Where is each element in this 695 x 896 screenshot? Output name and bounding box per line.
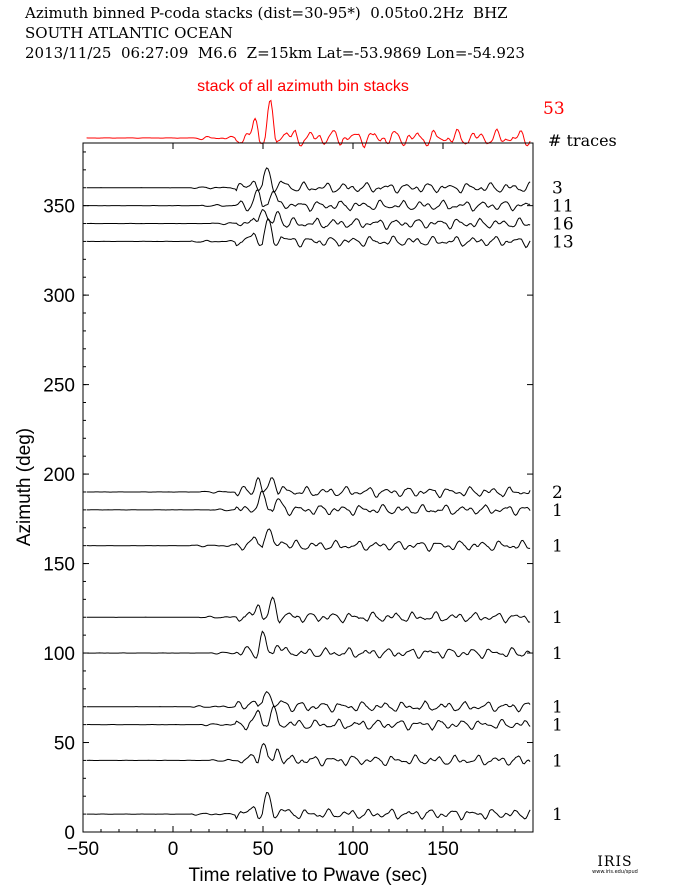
trace-line <box>86 208 531 231</box>
x-axis-label: Time relative to Pwave (sec) <box>189 865 428 886</box>
trace-count-label: 1 <box>552 716 563 736</box>
trace-line <box>86 596 531 624</box>
logo-text: IRIS <box>597 854 633 870</box>
trace-count-header: # traces <box>548 131 617 150</box>
trace-line <box>86 489 531 517</box>
y-tick-label: 150 <box>43 555 75 576</box>
y-tick-label: 250 <box>43 376 75 397</box>
trace-count-label: 2 <box>552 483 563 503</box>
stack-count-label: 53 <box>543 99 565 119</box>
plot-frame <box>82 142 534 833</box>
trace-count-label: 11 <box>552 197 574 217</box>
region-name: SOUTH ATLANTIC OCEAN <box>25 24 233 42</box>
x-tick-label: 0 <box>168 839 179 860</box>
y-axis-label: Azimuth (deg) <box>14 428 35 546</box>
x-tick-label: 150 <box>427 839 459 860</box>
y-tick-label: 350 <box>43 197 75 218</box>
y-tick-label: 100 <box>43 644 75 665</box>
trace-count-label: 1 <box>552 608 563 628</box>
trace-count-label: 1 <box>552 698 563 718</box>
stack-trace-group <box>86 99 531 149</box>
trace-count-label: 3 <box>552 179 563 199</box>
trace-line <box>86 704 531 731</box>
y-tick-label: 50 <box>54 734 75 755</box>
trace-line <box>86 630 531 660</box>
y-tick-label: 300 <box>43 286 75 307</box>
trace-count-label: 16 <box>552 215 574 235</box>
x-tick-label: 50 <box>252 839 273 860</box>
trace-count-label: 1 <box>552 805 563 825</box>
event-info: 2013/11/25 06:27:09 M6.6 Z=15km Lat=-53.… <box>25 44 525 62</box>
trace-count-label: 1 <box>552 537 563 557</box>
trace-line <box>86 217 531 249</box>
x-tick-label: 100 <box>337 839 369 860</box>
iris-logo: IRIS www.iris.edu/spud <box>585 855 645 875</box>
y-tick-label: 0 <box>64 823 75 844</box>
stack-label: stack of all azimuth bin stacks <box>197 78 409 95</box>
chart-title: Azimuth binned P-coda stacks (dist=30-95… <box>25 4 508 22</box>
trace-count-label: 1 <box>552 751 563 771</box>
trace-count-label: 1 <box>552 644 563 664</box>
trace-line <box>86 476 531 499</box>
stack-trace-line <box>86 99 531 149</box>
logo-url: www.iris.edu/spud <box>592 869 638 875</box>
x-tick-label: −50 <box>67 839 99 860</box>
trace-line <box>86 691 531 713</box>
trace-line <box>86 742 531 767</box>
trace-count-label: 1 <box>552 501 563 521</box>
trace-line <box>86 791 531 821</box>
trace-line <box>86 167 531 194</box>
y-tick-label: 200 <box>43 465 75 486</box>
trace-count-label: 13 <box>552 232 574 252</box>
trace-line <box>86 528 531 552</box>
trace-line <box>86 189 531 212</box>
